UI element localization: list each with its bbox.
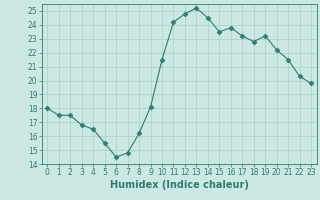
X-axis label: Humidex (Indice chaleur): Humidex (Indice chaleur) bbox=[110, 180, 249, 190]
